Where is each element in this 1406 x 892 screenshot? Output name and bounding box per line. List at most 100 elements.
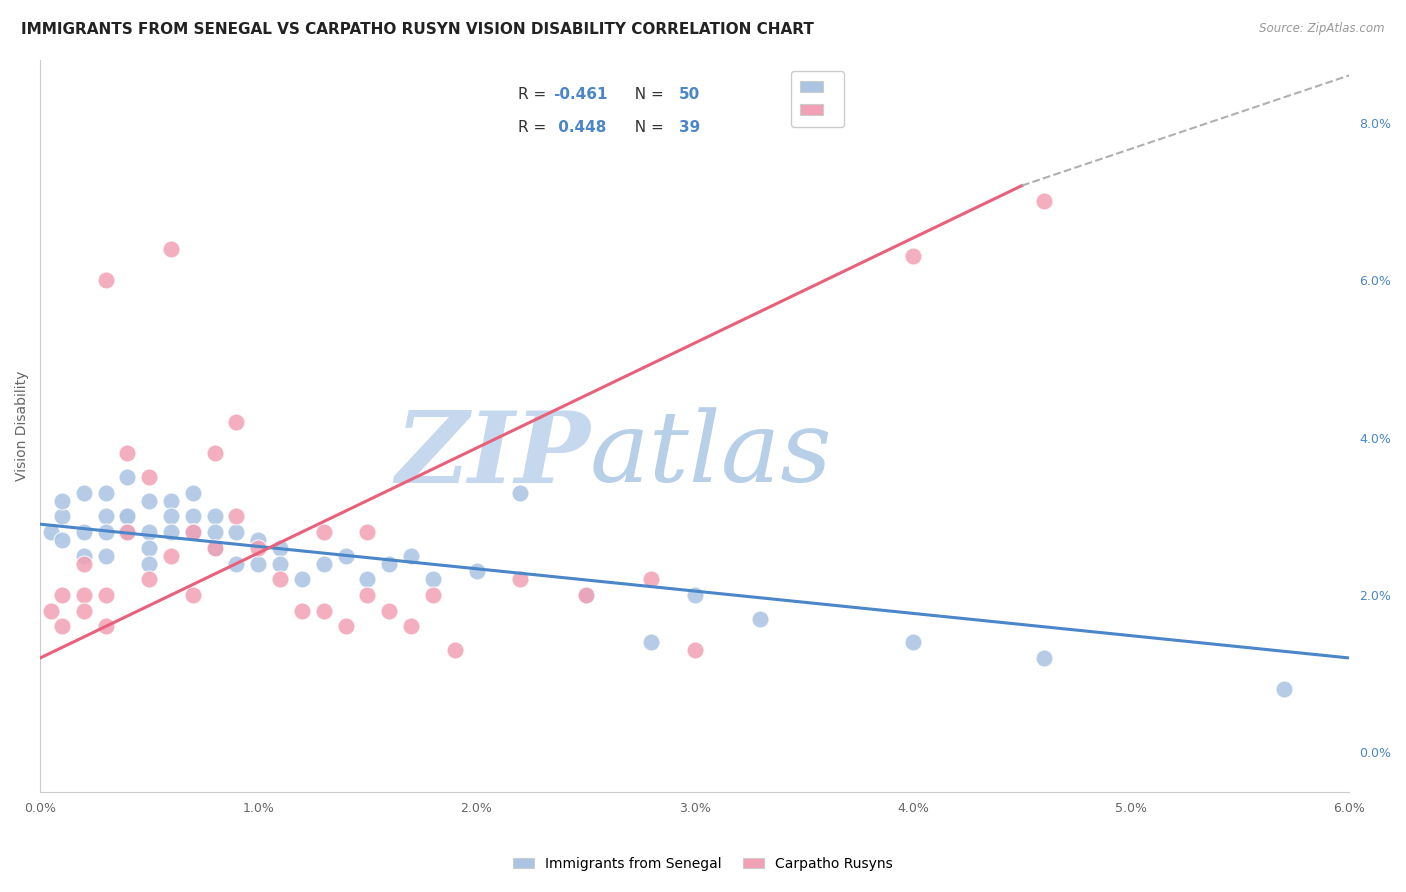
Point xyxy=(1032,651,1054,665)
Point xyxy=(181,485,204,500)
Point xyxy=(378,604,401,618)
Point xyxy=(181,524,204,539)
Text: R =: R = xyxy=(517,87,551,103)
Point xyxy=(138,524,160,539)
Text: N =: N = xyxy=(626,120,669,135)
Text: N =: N = xyxy=(626,87,669,103)
Point xyxy=(181,509,204,524)
Y-axis label: Vision Disability: Vision Disability xyxy=(15,370,30,481)
Point xyxy=(399,619,422,633)
Point xyxy=(269,541,291,555)
Point xyxy=(901,249,924,263)
Point xyxy=(683,643,706,657)
Point xyxy=(160,509,183,524)
Point xyxy=(138,557,160,571)
Point xyxy=(138,541,160,555)
Point xyxy=(51,493,73,508)
Point xyxy=(225,415,247,429)
Point xyxy=(73,549,96,563)
Point xyxy=(1032,194,1054,209)
Point xyxy=(247,557,270,571)
Point xyxy=(269,557,291,571)
Point xyxy=(574,588,596,602)
Point xyxy=(312,604,335,618)
Point xyxy=(204,541,226,555)
Text: atlas: atlas xyxy=(591,408,832,503)
Point xyxy=(73,524,96,539)
Point xyxy=(117,524,139,539)
Point xyxy=(465,565,488,579)
Point xyxy=(422,588,444,602)
Point xyxy=(73,485,96,500)
Point xyxy=(640,572,662,586)
Point xyxy=(291,604,314,618)
Point xyxy=(378,557,401,571)
Point xyxy=(160,242,183,256)
Text: 50: 50 xyxy=(679,87,700,103)
Point xyxy=(269,572,291,586)
Point xyxy=(94,485,117,500)
Point xyxy=(39,524,62,539)
Point xyxy=(160,549,183,563)
Point xyxy=(204,541,226,555)
Point xyxy=(204,509,226,524)
Point xyxy=(356,588,378,602)
Point xyxy=(225,557,247,571)
Point xyxy=(138,493,160,508)
Point xyxy=(94,619,117,633)
Text: IMMIGRANTS FROM SENEGAL VS CARPATHO RUSYN VISION DISABILITY CORRELATION CHART: IMMIGRANTS FROM SENEGAL VS CARPATHO RUSY… xyxy=(21,22,814,37)
Point xyxy=(312,557,335,571)
Legend: , : , xyxy=(790,70,844,127)
Point xyxy=(51,509,73,524)
Point xyxy=(117,509,139,524)
Point xyxy=(181,524,204,539)
Point xyxy=(94,549,117,563)
Point xyxy=(574,588,596,602)
Point xyxy=(356,572,378,586)
Point xyxy=(117,524,139,539)
Point xyxy=(94,273,117,287)
Point xyxy=(138,470,160,484)
Point xyxy=(335,619,357,633)
Point xyxy=(117,446,139,460)
Point xyxy=(73,604,96,618)
Point xyxy=(683,588,706,602)
Legend: Immigrants from Senegal, Carpatho Rusyns: Immigrants from Senegal, Carpatho Rusyns xyxy=(508,851,898,876)
Point xyxy=(225,524,247,539)
Point xyxy=(94,509,117,524)
Point xyxy=(335,549,357,563)
Point xyxy=(356,524,378,539)
Point xyxy=(117,470,139,484)
Point xyxy=(181,588,204,602)
Point xyxy=(138,572,160,586)
Point xyxy=(73,588,96,602)
Text: 39: 39 xyxy=(679,120,700,135)
Point xyxy=(160,493,183,508)
Point xyxy=(422,572,444,586)
Point xyxy=(443,643,465,657)
Text: ZIP: ZIP xyxy=(395,407,591,503)
Point xyxy=(901,635,924,649)
Point xyxy=(204,524,226,539)
Point xyxy=(509,572,531,586)
Text: R =: R = xyxy=(517,120,551,135)
Point xyxy=(117,509,139,524)
Point xyxy=(247,541,270,555)
Point xyxy=(291,572,314,586)
Point xyxy=(399,549,422,563)
Point xyxy=(94,588,117,602)
Point xyxy=(749,612,772,626)
Point xyxy=(247,533,270,547)
Text: -0.461: -0.461 xyxy=(554,87,607,103)
Text: Source: ZipAtlas.com: Source: ZipAtlas.com xyxy=(1260,22,1385,36)
Point xyxy=(39,604,62,618)
Point xyxy=(73,557,96,571)
Point xyxy=(225,509,247,524)
Point xyxy=(509,485,531,500)
Point xyxy=(51,588,73,602)
Text: 0.448: 0.448 xyxy=(554,120,606,135)
Point xyxy=(1272,682,1295,697)
Point xyxy=(94,524,117,539)
Point xyxy=(160,524,183,539)
Point xyxy=(51,619,73,633)
